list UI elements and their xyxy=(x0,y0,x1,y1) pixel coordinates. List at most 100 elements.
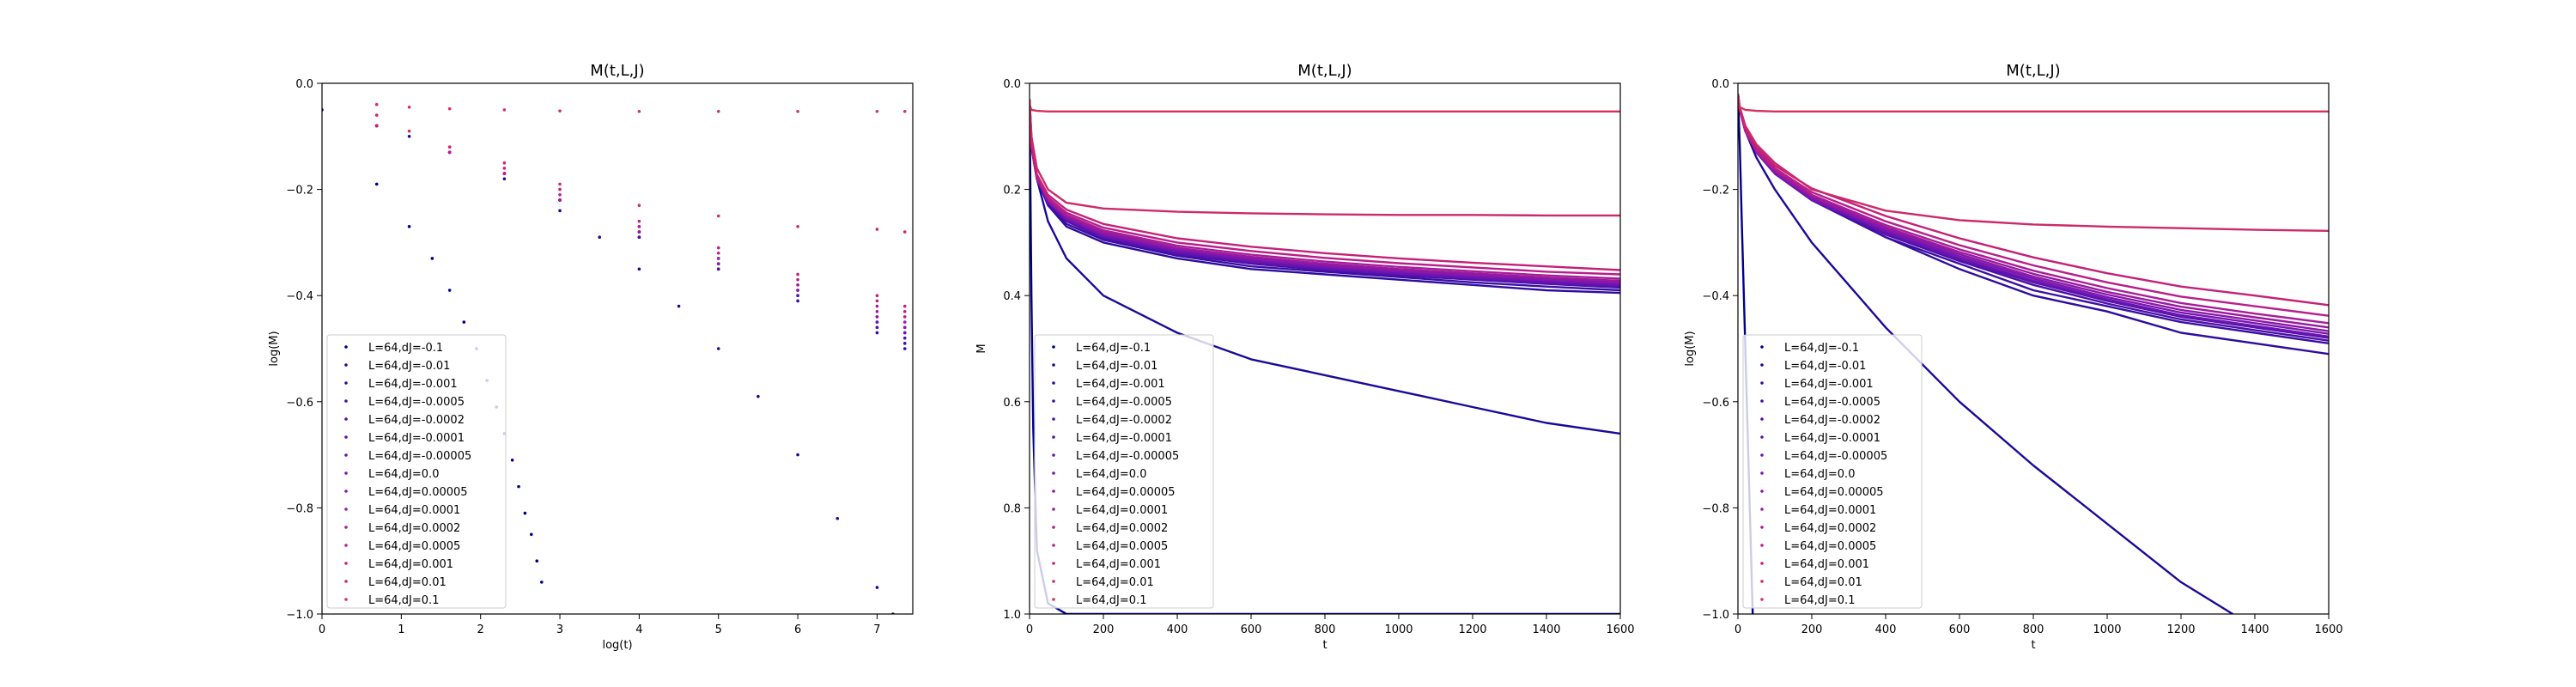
data-point xyxy=(902,320,907,324)
legend-label: L=64,dJ=-0.0001 xyxy=(1076,432,1172,445)
y-tick-label: 0.0 xyxy=(1003,78,1021,91)
legend-label: L=64,dJ=0.00005 xyxy=(1784,486,1884,499)
data-point xyxy=(447,150,452,155)
legend-label: L=64,dJ=-0.0002 xyxy=(1784,414,1880,427)
series-line xyxy=(1030,99,1620,280)
chart-panel-1: 0 1 2 3 4 5 6 7 0.0 −0.2 −0.4 −0.6 −0.8 −1.0 M(t,L,J) l… xyxy=(268,62,914,652)
x-tick-label: 1600 xyxy=(1606,623,1634,636)
legend-label: L=64,dJ=0.0002 xyxy=(1784,522,1876,535)
legend-label: L=64,dJ=-0.0005 xyxy=(368,396,465,409)
data-point xyxy=(902,347,907,350)
x-tick-label: 1200 xyxy=(2166,623,2195,636)
legend-marker xyxy=(1760,381,1764,385)
data-point xyxy=(716,251,720,255)
data-point xyxy=(407,129,411,133)
legend-label: L=64,dJ=-0.0005 xyxy=(1076,396,1172,409)
legend-label: L=64,dJ=0.0 xyxy=(368,468,439,481)
data-point xyxy=(523,511,527,515)
series-line xyxy=(1738,94,2329,335)
y-tick-label: 0.2 xyxy=(1003,185,1021,198)
series-line xyxy=(1738,94,2329,344)
legend-marker xyxy=(344,363,348,367)
x-tick-label: 1600 xyxy=(2314,623,2342,636)
series-line xyxy=(1030,99,1620,217)
x-tick-label: 1400 xyxy=(1532,623,1560,636)
x-tick-label: 0 xyxy=(1735,623,1741,636)
series-line xyxy=(1030,104,1620,113)
data-point xyxy=(637,230,641,234)
data-point xyxy=(447,106,452,111)
legend-label: L=64,dJ=0.0001 xyxy=(1076,504,1168,517)
y-tick-label: 0.4 xyxy=(1003,290,1021,303)
legend-label: L=64,dJ=-0.1 xyxy=(368,342,443,355)
data-point xyxy=(447,289,452,292)
y-axis-label: log(M) xyxy=(268,331,281,366)
data-point xyxy=(716,262,720,265)
legend-marker xyxy=(344,381,348,385)
data-point xyxy=(875,228,879,231)
x-axis-label: log(t) xyxy=(602,639,632,652)
legend-marker xyxy=(344,345,348,349)
legend-label: L=64,dJ=-0.0002 xyxy=(368,414,465,427)
legend-label: L=64,dJ=-0.01 xyxy=(368,360,450,373)
legend-marker xyxy=(1052,580,1055,583)
y-axis-label: M xyxy=(975,344,988,353)
data-point xyxy=(902,342,907,345)
legend-label: L=64,dJ=0.0005 xyxy=(368,540,460,553)
x-tick-label: 200 xyxy=(1093,623,1115,636)
legend-marker xyxy=(1052,363,1055,367)
data-point xyxy=(540,581,544,584)
data-point xyxy=(796,299,799,303)
legend-label: L=64,dJ=0.1 xyxy=(368,594,439,607)
x-tick-label: 1000 xyxy=(1384,623,1413,636)
data-point xyxy=(535,559,539,562)
data-point xyxy=(502,167,507,170)
chart-title: M(t,L,J) xyxy=(2006,62,2060,80)
series-line xyxy=(1738,94,2329,307)
x-tick-label: 5 xyxy=(715,623,722,636)
data-point xyxy=(430,257,434,260)
legend-marker xyxy=(1052,526,1055,529)
legend-marker xyxy=(344,417,348,421)
legend-box xyxy=(1034,334,1214,609)
legend: L=64,dJ=-0.1 L=64,dJ=-0.01 L=64,dJ=-0.001 L… xyxy=(1034,334,1214,609)
data-point xyxy=(875,315,879,319)
legend-marker xyxy=(1760,471,1764,475)
data-point xyxy=(796,277,799,282)
y-tick-label: 0.0 xyxy=(1711,78,1729,91)
legend-label: L=64,dJ=-0.0005 xyxy=(1784,396,1880,409)
data-point xyxy=(902,315,907,319)
data-point xyxy=(374,102,379,106)
data-point xyxy=(716,246,720,250)
legend-marker xyxy=(344,598,348,601)
legend-marker xyxy=(1760,363,1764,367)
data-point xyxy=(902,325,907,330)
x-tick-label: 600 xyxy=(1949,623,1971,636)
series-line xyxy=(1030,99,1620,289)
legend-marker xyxy=(344,562,348,565)
y-tick-label: 1.0 xyxy=(1003,609,1021,622)
series-line xyxy=(1738,94,2329,339)
data-point xyxy=(558,187,562,192)
data-point xyxy=(716,347,720,350)
data-point xyxy=(875,299,879,303)
data-point xyxy=(462,320,466,324)
x-tick-label: 6 xyxy=(794,623,801,636)
legend-label: L=64,dJ=0.0 xyxy=(1784,468,1855,481)
data-point xyxy=(558,109,562,112)
legend-marker xyxy=(344,489,348,493)
legend-marker xyxy=(1760,417,1764,421)
y-axis-label: log(M) xyxy=(1684,331,1697,366)
legend-marker xyxy=(1760,508,1764,511)
legend-label: L=64,dJ=0.001 xyxy=(1784,558,1869,571)
data-point xyxy=(902,109,907,113)
data-point xyxy=(875,325,879,330)
data-point xyxy=(502,177,507,181)
chart-panel-2: 0 200 400 600 800 1000 1200 1400 1600 0.0 0.2 0.4 0.… xyxy=(975,62,1635,652)
legend-marker xyxy=(1760,435,1764,439)
data-point xyxy=(637,109,641,113)
legend-label: L=64,dJ=-0.0001 xyxy=(1784,432,1880,445)
plot-data xyxy=(1738,94,2329,614)
y-tick-label: −0.8 xyxy=(286,502,313,515)
